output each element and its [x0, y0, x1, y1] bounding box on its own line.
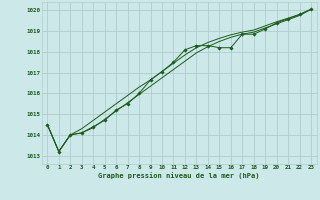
X-axis label: Graphe pression niveau de la mer (hPa): Graphe pression niveau de la mer (hPa) — [99, 172, 260, 179]
